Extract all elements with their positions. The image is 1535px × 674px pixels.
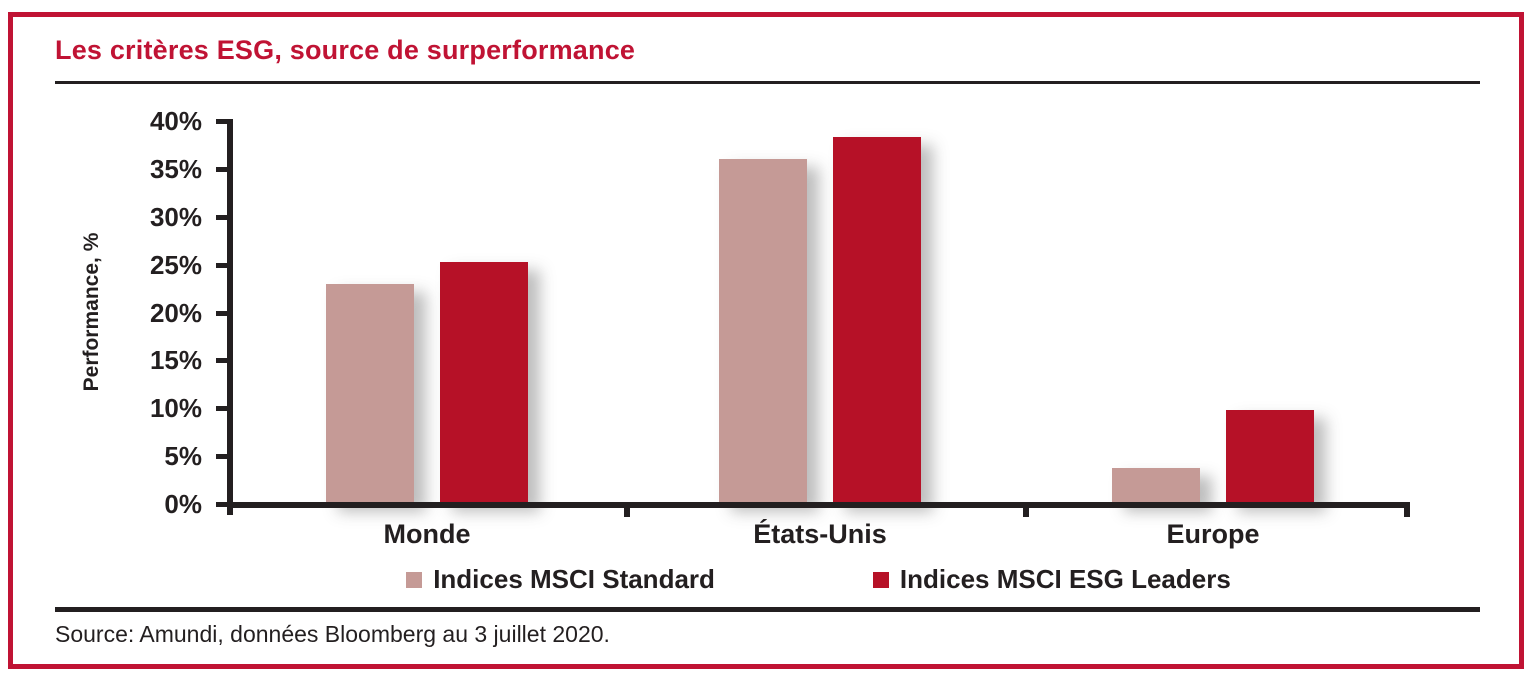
- legend: Indices MSCI Standard Indices MSCI ESG L…: [227, 564, 1410, 595]
- y-tick-mark: [216, 310, 227, 316]
- legend-swatch-esg-leaders-icon: [872, 571, 889, 588]
- category-label-2: Europe: [1166, 519, 1260, 549]
- y-tick-mark: [216, 406, 227, 412]
- bar-standard-1: [719, 159, 807, 504]
- y-tick-mark: [216, 454, 227, 460]
- legend-label-esg-leaders: Indices MSCI ESG Leaders: [899, 564, 1231, 594]
- chart-region: Performance, % 0% 5% 10% 15% 20% 25% 30% 35% 40%…: [13, 17, 1519, 664]
- y-tick-label: 15%: [149, 345, 202, 376]
- y-tick-mark: [216, 119, 227, 124]
- y-tick-label: 25%: [149, 249, 202, 280]
- x-tick-mark: [1023, 505, 1029, 517]
- y-axis-line: [227, 119, 233, 515]
- y-tick-label: 20%: [149, 297, 202, 328]
- category-label-1: États-Unis: [753, 519, 887, 549]
- chart-frame: Les critères ESG, source de surperforman…: [8, 12, 1524, 669]
- y-tick-label: 0%: [164, 489, 202, 519]
- category-label-0: Monde: [383, 519, 471, 549]
- legend-label-standard: Indices MSCI Standard: [433, 564, 715, 594]
- bar-standard-2: [1112, 467, 1200, 504]
- bar-standard-0: [326, 283, 414, 504]
- y-tick-label: 5%: [164, 441, 202, 472]
- y-tick-mark: [216, 502, 227, 507]
- legend-item-standard: Indices MSCI Standard: [406, 564, 715, 595]
- legend-item-esg-leaders: Indices MSCI ESG Leaders: [872, 564, 1231, 595]
- bar-esg-leaders-2: [1226, 410, 1314, 504]
- x-axis-line: [227, 502, 1410, 508]
- y-tick-label: 40%: [149, 106, 202, 136]
- bar-esg-leaders-0: [440, 261, 528, 504]
- y-tick-mark: [216, 358, 227, 364]
- x-tick-mark: [1404, 505, 1410, 517]
- legend-swatch-standard-icon: [406, 571, 423, 588]
- y-tick-label: 10%: [149, 393, 202, 424]
- bottom-rule: [55, 607, 1480, 612]
- chart-title: Les critères ESG, source de surperforman…: [55, 35, 636, 65]
- y-tick-mark: [216, 214, 227, 220]
- y-tick-mark: [216, 262, 227, 268]
- y-tick-label: 35%: [149, 153, 202, 184]
- x-tick-mark: [624, 505, 630, 517]
- title-rule: [55, 81, 1480, 84]
- bar-esg-leaders-1: [833, 137, 921, 504]
- source-text: Source: Amundi, données Bloomberg au 3 j…: [55, 621, 610, 647]
- y-tick-mark: [216, 166, 227, 172]
- y-tick-label: 30%: [149, 201, 202, 232]
